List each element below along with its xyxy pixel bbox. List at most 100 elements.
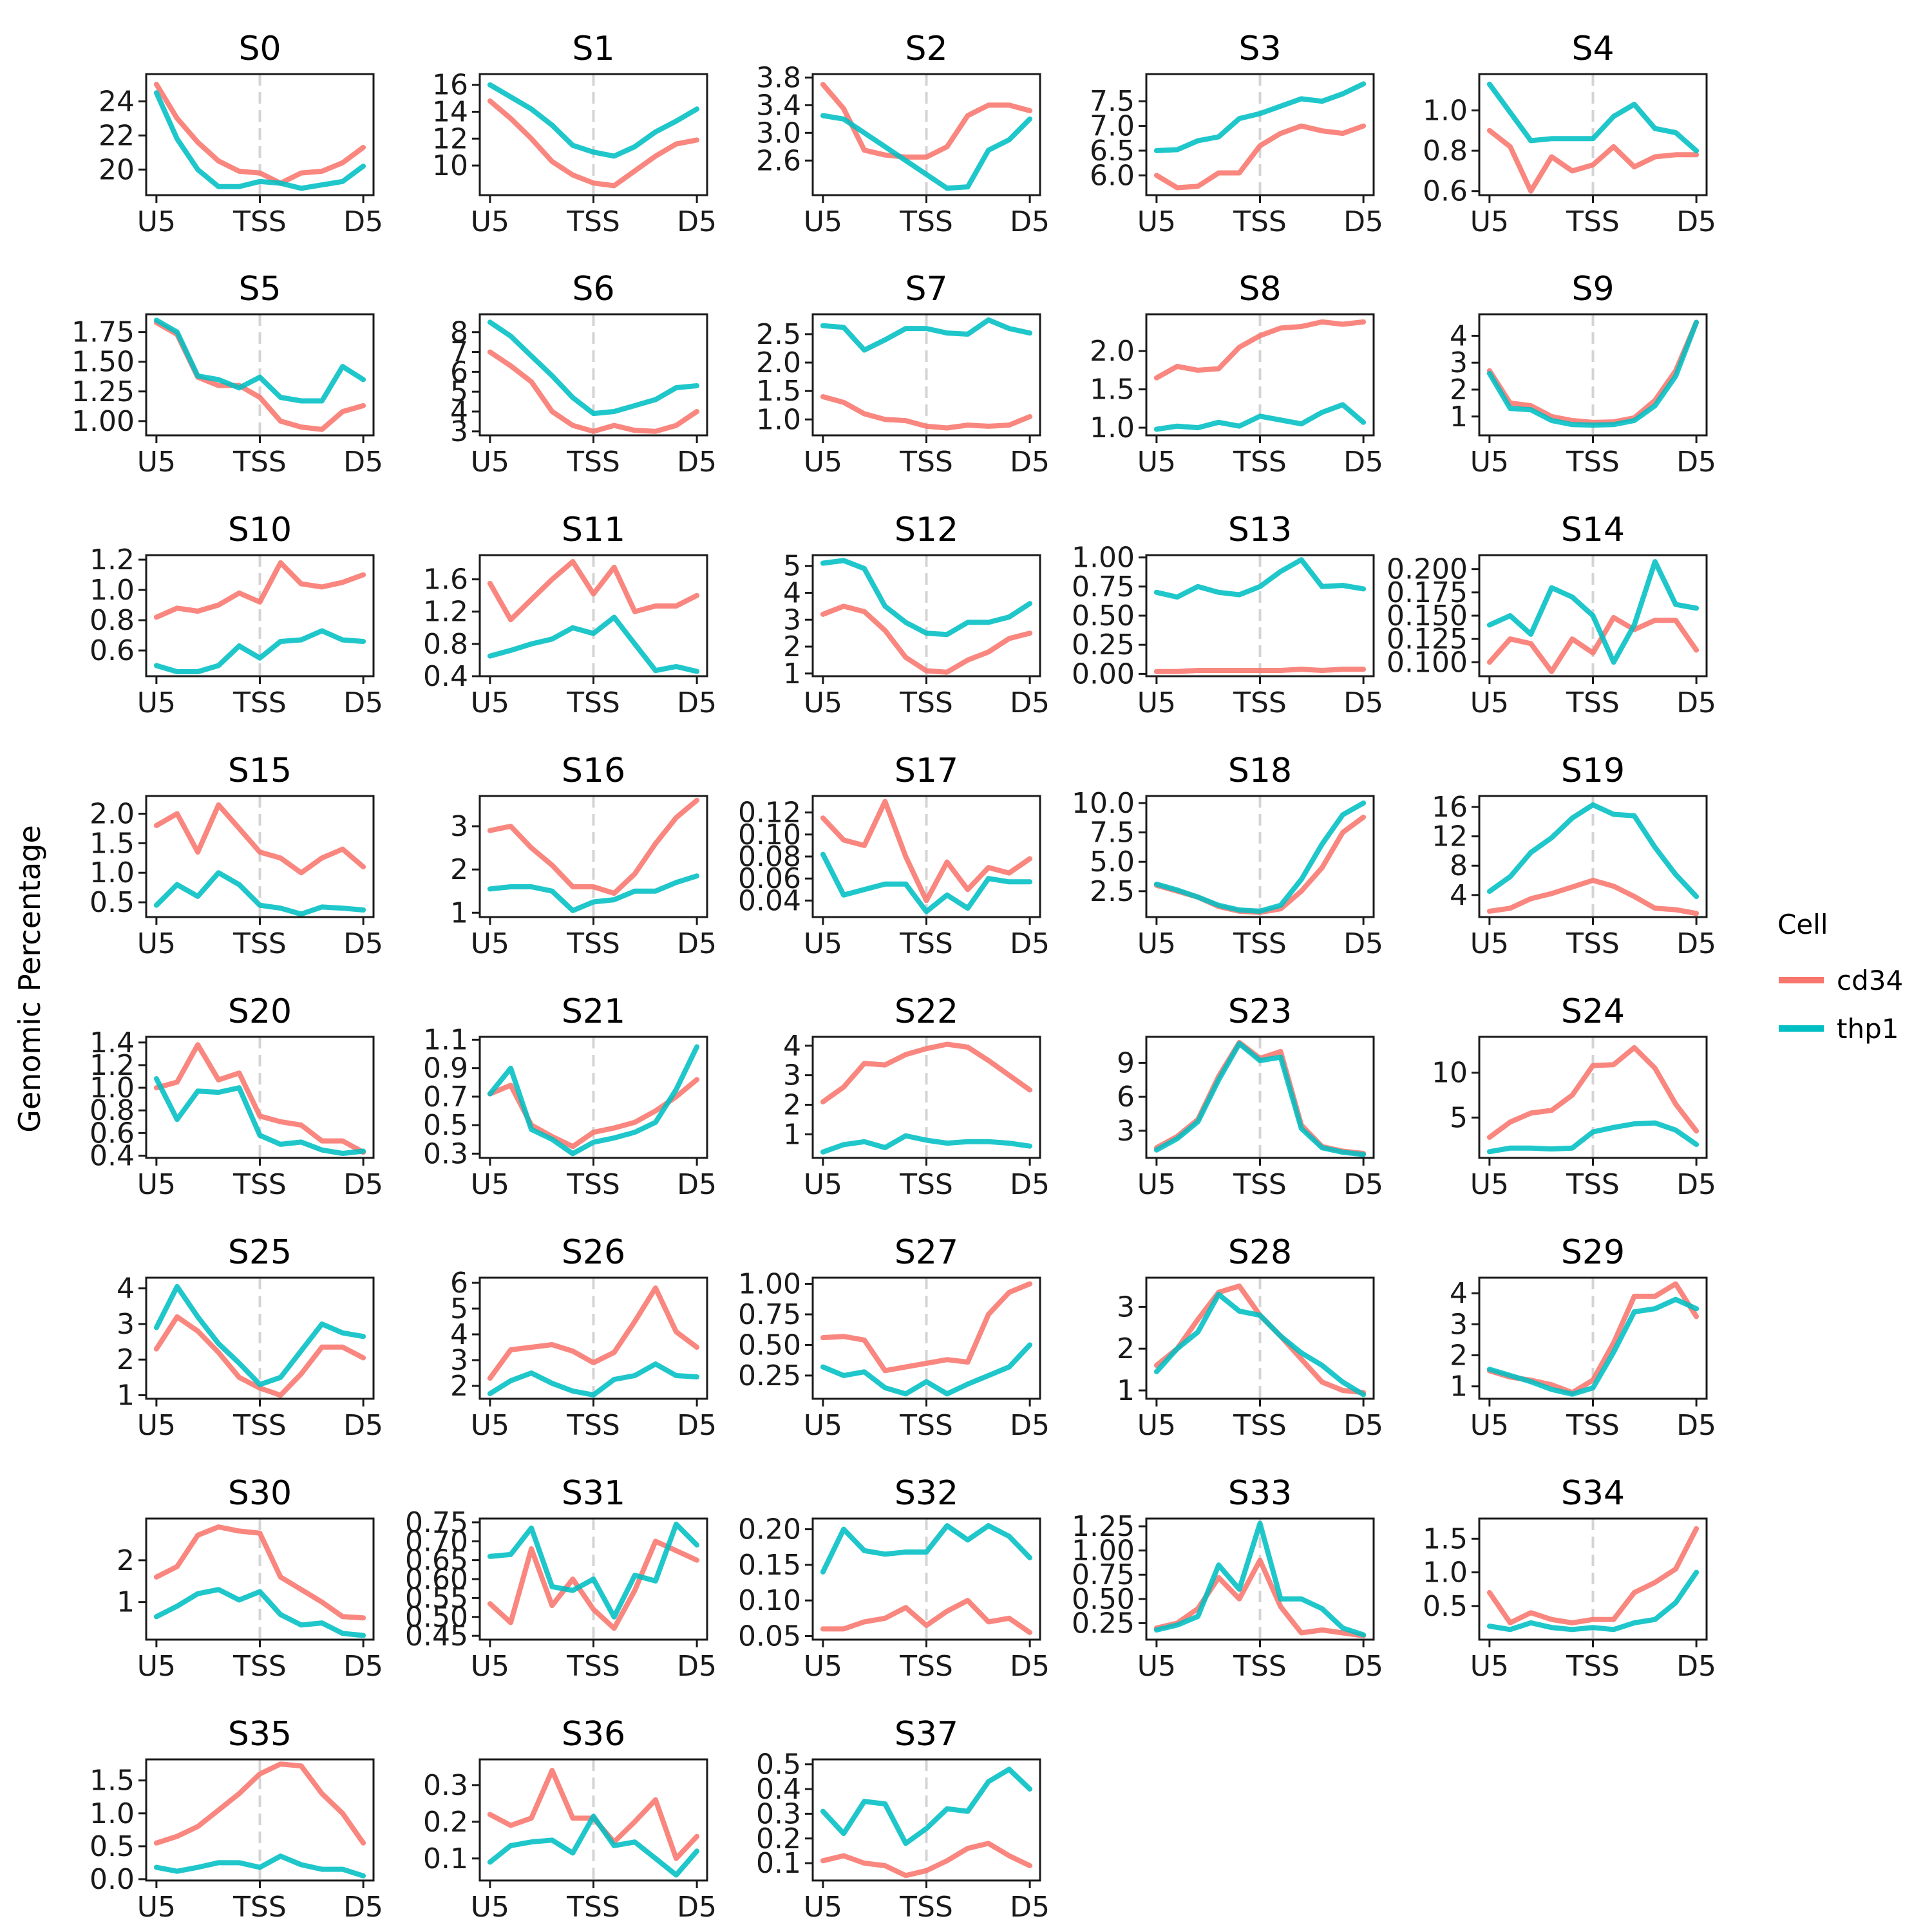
y-tick-label: 1.2 [423,596,468,629]
y-tick-label: 1 [117,1586,135,1619]
panel-s32: S32 0.050.100.150.20 U5 TSS D5 [738,1474,1050,1683]
x-tick-label: TSS [232,1168,287,1201]
series-line-thp1 [153,1076,366,1156]
y-tick-label: 0.25 [1072,629,1135,661]
panel-title: S10 [228,511,292,549]
y-tick-label: 6 [1117,1081,1135,1113]
x-tick-label: D5 [1010,446,1050,478]
panel-title: S28 [1228,1233,1292,1272]
y-tick-label: 8 [450,316,468,349]
panel-title: S2 [905,30,947,68]
x-tick-label: D5 [343,1650,383,1683]
series-line-cd34 [820,1281,1033,1374]
panel-s15: S15 0.51.01.52.0 U5 TSS D5 [90,752,383,960]
panel-s17: S17 0.040.060.080.100.12 U5 TSS D5 [738,752,1050,960]
x-tick-label: TSS [899,446,953,478]
series-line-thp1 [487,319,700,417]
y-tick-label: 2.0 [90,798,135,831]
y-tick-label: 10 [432,149,468,182]
panel-title: S27 [895,1233,958,1272]
series-line-cd34 [153,1761,366,1846]
series-line-cd34 [1486,1526,1700,1625]
x-tick-label: D5 [677,1409,717,1442]
y-tick-label: 1.00 [1072,1535,1135,1567]
panel-s23: S23 369 U5 TSS D5 [1117,992,1383,1201]
y-tick-label: 5 [783,550,801,583]
y-tick-label: 3 [450,1344,468,1377]
x-tick-label: D5 [1343,1409,1383,1442]
panel-title: S24 [1561,992,1625,1031]
series-line-cd34 [153,1524,366,1621]
y-tick-label: 2 [783,630,801,663]
y-tick-label: 0.06 [738,862,801,895]
y-tick-label: 0.3 [423,1769,468,1802]
x-tick-label: D5 [343,446,383,478]
y-tick-label: 1.0 [1423,94,1468,127]
y-tick-label: 0.4 [423,660,468,693]
panel-s31: S31 0.450.500.550.600.650.700.75 U5 TSS D5 [405,1474,717,1683]
y-tick-label: 0.55 [405,1582,468,1615]
panel-title: S15 [228,752,292,790]
y-tick-label: 8 [1450,849,1468,882]
x-tick-label: D5 [1676,1168,1716,1201]
series-line-thp1 [1486,1296,1700,1397]
panel-s30: S30 1 2 U5 TSS D5 [117,1474,383,1683]
x-tick-label: U5 [1137,1409,1176,1442]
series-line-cd34 [820,82,1033,160]
series-line-cd34 [1153,319,1367,381]
y-tick-label: 4 [1450,319,1468,352]
x-tick-label: U5 [1470,687,1509,719]
panel-title: S19 [1561,752,1625,790]
x-tick-label: U5 [137,1650,176,1683]
x-tick-label: D5 [1010,1409,1050,1442]
y-tick-label: 0.10 [738,1584,801,1617]
y-tick-label: 2.5 [1090,875,1135,908]
panel-title: S13 [1228,511,1292,549]
x-tick-label: D5 [343,687,383,719]
series-line-cd34 [153,560,366,620]
x-tick-label: D5 [1343,687,1383,719]
series-line-cd34 [487,559,700,623]
series-line-cd34 [820,799,1033,904]
y-tick-label: 4 [783,1030,801,1063]
y-tick-label: 24 [99,85,135,118]
panel-s10: S10 0.60.81.01.2 U5 TSS D5 [90,511,383,719]
y-tick-label: 0.2 [423,1806,468,1839]
panel-s13: S13 0.000.250.500.751.00 U5 TSS D5 [1072,511,1383,719]
x-tick-label: U5 [1470,205,1509,238]
x-tick-label: U5 [137,1409,176,1442]
x-tick-label: U5 [804,446,842,478]
y-tick-label: 0.200 [1387,553,1468,586]
y-tick-label: 1 [450,896,468,929]
y-tick-label: 20 [99,153,135,186]
series-line-thp1 [1486,319,1700,428]
legend-label-thp1: thp1 [1837,1013,1899,1045]
x-tick-label: TSS [566,446,620,478]
x-tick-label: U5 [471,446,509,478]
x-tick-label: TSS [1233,1168,1287,1201]
series-line-thp1 [153,1853,366,1879]
x-tick-label: TSS [899,1650,953,1683]
series-line-thp1 [153,90,366,191]
y-tick-label: 3 [783,603,801,636]
series-line-thp1 [1486,1120,1700,1155]
panel-title: S11 [562,511,625,549]
x-tick-label: D5 [343,1891,383,1924]
x-tick-label: D5 [1010,205,1050,238]
x-tick-label: D5 [1343,446,1383,478]
y-tick-label: 9 [1117,1046,1135,1079]
series-line-thp1 [1153,800,1367,914]
y-tick-label: 0.5 [756,1748,801,1781]
x-tick-label: U5 [137,1168,176,1201]
x-tick-label: U5 [1470,1409,1509,1442]
panel-s18: S18 2.55.07.510.0 U5 TSS D5 [1072,752,1383,960]
y-tick-label: 3.4 [756,89,801,122]
series-line-cd34 [820,394,1033,431]
y-tick-label: 0.04 [738,884,801,917]
series-line-thp1 [1153,1041,1367,1157]
x-tick-label: U5 [1137,1168,1176,1201]
x-tick-label: TSS [1233,687,1287,719]
x-tick-label: U5 [1137,205,1176,238]
x-tick-label: TSS [232,927,287,960]
y-tick-label: 1.5 [1090,374,1135,406]
